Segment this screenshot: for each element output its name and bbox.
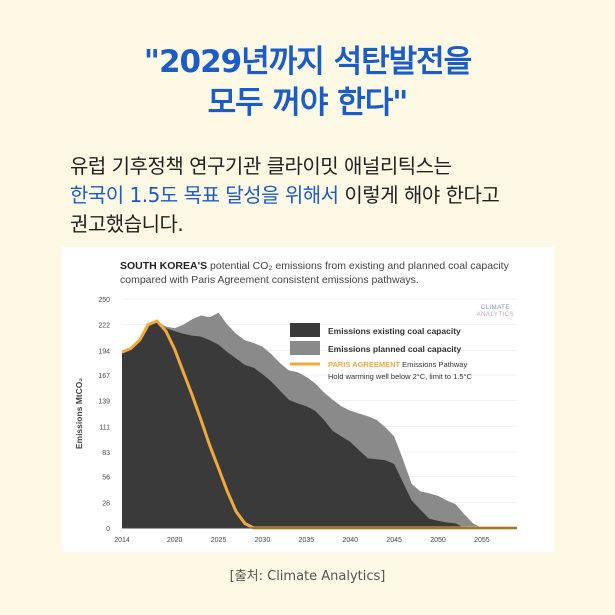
y-axis-label: Emissions MtCO₂	[74, 378, 84, 450]
x-tick-label: 2055	[474, 537, 490, 544]
x-tick-label: 2020	[167, 537, 183, 544]
y-tick-label: 83	[102, 450, 110, 457]
headline: "2029년까지 석탄발전을 모두 꺼야 한다"	[0, 42, 615, 124]
y-tick-label: 56	[102, 475, 110, 482]
intro-line-2: 한국이 1.5도 목표 달성을 위해서 이렇게 해야 한다고	[70, 181, 590, 210]
existing-capacity-area	[122, 321, 465, 528]
logo-line-1: CLIMATE	[480, 305, 510, 311]
intro-text: 유럽 기후정책 연구기관 클라이밋 애널리틱스는 한국이 1.5도 목표 달성을…	[70, 152, 590, 239]
y-tick-label: 111	[99, 424, 110, 431]
climate-analytics-logo: CLIMATE ANALYTICS	[477, 305, 514, 319]
y-tick-label: 167	[98, 373, 110, 380]
intro-line-2-rest: 이렇게 해야 한다고	[338, 183, 500, 207]
x-tick-label: 2030	[255, 537, 271, 544]
legend-planned-label: Emissions planned coal capacity	[328, 344, 461, 354]
x-tick-label: 2025	[211, 537, 227, 544]
logo-line-2: ANALYTICS	[476, 312, 514, 318]
x-tick-label: 2040	[342, 537, 358, 544]
legend-paris-note: Hold warming well below 2°C, limit to 1.…	[328, 372, 473, 381]
source-credit: [출처: Climate Analytics]	[229, 569, 386, 584]
chart-title: SOUTH KOREA'S potential CO₂ emissions fr…	[120, 259, 540, 287]
legend-existing-label: Emissions existing coal capacity	[328, 326, 461, 336]
legend-paris-label: PARIS AGREEMENT Emissions Pathway	[328, 360, 467, 369]
intro-highlight: 한국이 1.5도 목표 달성을 위해서	[70, 183, 339, 207]
headline-line-2: 모두 꺼야 한다"	[207, 85, 409, 121]
paris-pathway-line	[121, 319, 517, 530]
chart-title-country: SOUTH KOREA'S	[120, 260, 208, 272]
emissions-chart: 0 28 56 83 111 139 167 194 222 250 2014 2020 2025 20…	[74, 297, 517, 544]
y-tick-label: 0	[106, 526, 110, 533]
x-tick-label: 2045	[386, 537, 402, 544]
headline-line-1: "2029년까지 석탄발전을	[143, 44, 472, 80]
y-tick-label: 250	[98, 297, 110, 304]
y-tick-label: 222	[98, 323, 110, 330]
y-tick-label: 139	[98, 399, 110, 406]
legend-planned-swatch	[290, 341, 320, 355]
y-tick-label: 28	[102, 500, 110, 507]
legend: Emissions existing coal capacity Emissio…	[290, 323, 473, 381]
legend-paris-bold: PARIS AGREEMENT	[328, 360, 401, 369]
chart-card: SOUTH KOREA'S potential CO₂ emissions fr…	[62, 247, 554, 552]
intro-line-1: 유럽 기후정책 연구기관 클라이밋 애널리틱스는	[70, 154, 452, 178]
legend-paris-rest: Emissions Pathway	[400, 360, 467, 369]
x-tick-label: 2035	[299, 537, 315, 544]
x-tick-label: 2050	[430, 537, 446, 544]
legend-existing-swatch	[290, 323, 320, 337]
x-tick-label: 2014	[114, 537, 130, 544]
chart-title-rest: potential CO₂ emissions from existing an…	[120, 260, 509, 286]
y-tick-label: 194	[98, 348, 110, 355]
intro-line-3: 권고했습니다.	[70, 212, 184, 236]
